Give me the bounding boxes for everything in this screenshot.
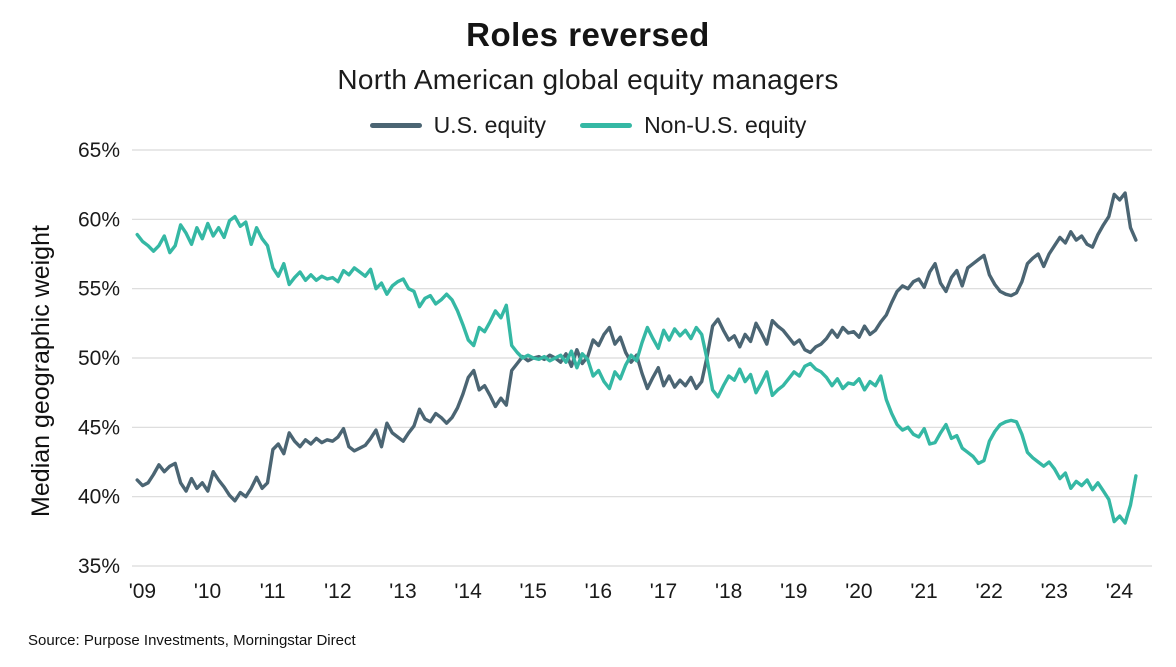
y-tick-label: 55% [78,278,120,301]
x-tick-label: '23 [1041,580,1068,603]
x-tick-label: '12 [324,580,351,603]
legend-label-non-us-equity: Non-U.S. equity [644,112,807,138]
page-title: Roles reversed [466,16,710,53]
x-tick-label: '24 [1106,580,1134,603]
x-tick-label: '15 [520,580,547,603]
line-chart: 65% 60% 55% 50% 45% 40% 35% '09 '10 '11 '12 '13 '14 '… [78,139,1152,603]
x-tick-label: '19 [780,580,807,603]
x-tick-label: '16 [585,580,612,603]
page-subtitle: North American global equity managers [337,64,839,95]
y-tick-label: 65% [78,139,120,162]
legend-item-us-equity: U.S. equity [369,112,547,139]
source-note: Source: Purpose Investments, Morningstar… [28,632,356,649]
x-tick-label: '17 [650,580,677,603]
series-line-non-us-equity [135,214,1138,525]
non-us-equity-line-swatch-icon [580,123,633,128]
y-tick-label: 40% [78,486,120,509]
x-tick-label: '11 [260,580,286,603]
y-tick-label: 50% [78,347,120,370]
x-tick-label: '09 [129,580,156,603]
legend-item-non-us-equity: Non-U.S. equity [580,112,806,139]
legend: U.S. equity Non-U.S. equity [0,112,1176,139]
x-tick-label: '10 [194,580,221,603]
x-tick-label: '20 [845,580,872,603]
legend-label-us-equity: U.S. equity [433,112,547,138]
x-tick-label: '14 [454,580,482,603]
y-tick-label: 45% [78,416,120,439]
us-equity-line-swatch-icon [369,123,422,128]
x-tick-label: '13 [389,580,416,603]
chart-area: 65% 60% 55% 50% 45% 40% 35% '09 '10 '11 '12 '13 '14 '… [52,136,1168,619]
x-tick-label: '21 [910,580,937,603]
y-tick-label: 60% [78,208,120,231]
x-tick-label: '22 [975,580,1002,603]
x-tick-label: '18 [715,580,742,603]
y-tick-label: 35% [78,555,120,578]
